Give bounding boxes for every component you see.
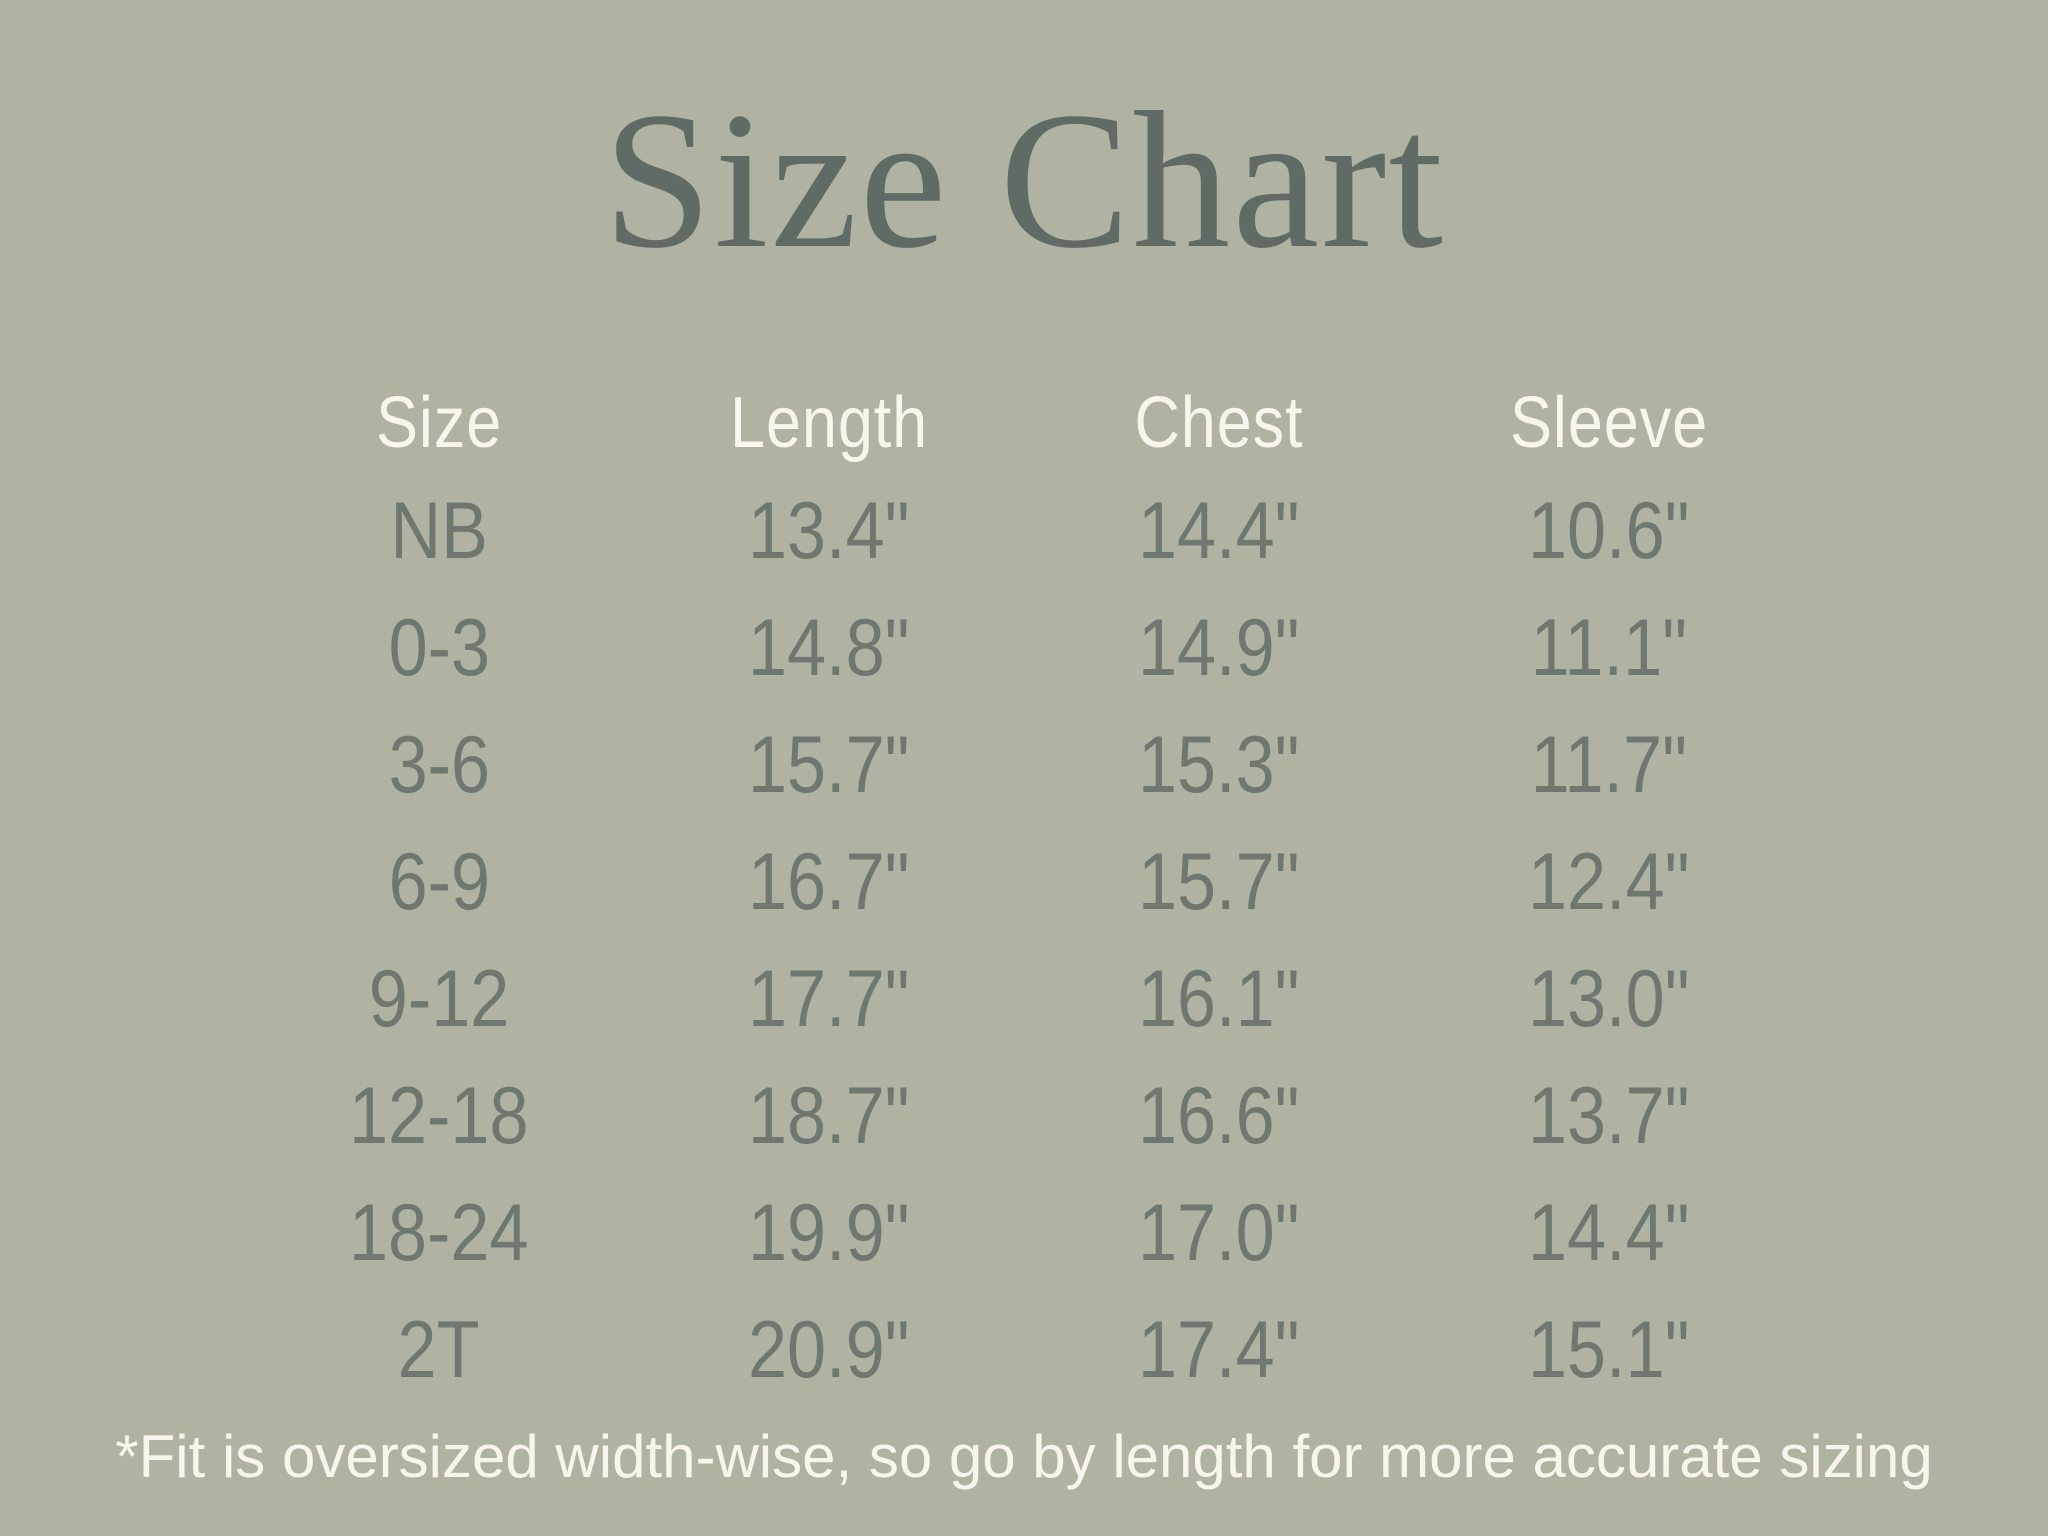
sleeve-value: 11.7" — [1530, 718, 1688, 810]
size-value: 12-18 — [349, 1069, 529, 1161]
size-table: Size Length Chest Sleeve NB 13.4" 14.4" … — [244, 372, 1804, 1408]
size-cell: 0-3 — [244, 589, 634, 706]
length-value: 13.4" — [748, 484, 910, 576]
sleeve-value: 13.0" — [1528, 952, 1690, 1044]
length-value: 17.7" — [748, 952, 910, 1044]
sleeve-cell: 13.0" — [1414, 940, 1804, 1057]
chest-value: 17.0" — [1138, 1186, 1300, 1278]
size-value: 9-12 — [368, 952, 510, 1044]
sleeve-value: 10.6" — [1528, 484, 1690, 576]
length-value: 19.9" — [748, 1186, 910, 1278]
sleeve-value: 15.1" — [1528, 1303, 1690, 1395]
sleeve-cell: 14.4" — [1414, 1174, 1804, 1291]
column-header-sleeve: Sleeve — [1414, 372, 1804, 472]
size-value: 6-9 — [388, 835, 490, 927]
size-value: NB — [390, 484, 488, 576]
length-cell: 16.7" — [634, 823, 1024, 940]
size-cell: 18-24 — [244, 1174, 634, 1291]
column-header-length: Length — [634, 372, 1024, 472]
chest-value: 16.6" — [1138, 1069, 1300, 1161]
sleeve-value: 12.4" — [1528, 835, 1690, 927]
sleeve-value: 11.1" — [1530, 601, 1688, 693]
column-header-chest: Chest — [1024, 372, 1414, 472]
length-value: 16.7" — [748, 835, 910, 927]
chest-cell: 14.9" — [1024, 589, 1414, 706]
chest-cell: 16.6" — [1024, 1057, 1414, 1174]
column-header-length-label: Length — [729, 381, 929, 463]
sleeve-value: 13.7" — [1528, 1069, 1690, 1161]
chest-cell: 15.3" — [1024, 706, 1414, 823]
chest-cell: 17.0" — [1024, 1174, 1414, 1291]
length-cell: 18.7" — [634, 1057, 1024, 1174]
length-cell: 20.9" — [634, 1291, 1024, 1408]
fit-footnote: *Fit is oversized width-wise, so go by l… — [115, 1422, 1933, 1490]
chest-cell: 17.4" — [1024, 1291, 1414, 1408]
size-value: 18-24 — [349, 1186, 529, 1278]
chest-value: 17.4" — [1138, 1303, 1300, 1395]
length-value: 20.9" — [748, 1303, 910, 1395]
chest-value: 14.9" — [1138, 601, 1300, 693]
length-value: 18.7" — [748, 1069, 910, 1161]
sleeve-value: 14.4" — [1528, 1186, 1690, 1278]
chest-value: 15.7" — [1138, 835, 1300, 927]
size-value: 0-3 — [388, 601, 490, 693]
page-title: Size Chart — [603, 72, 1445, 289]
sleeve-cell: 11.7" — [1414, 706, 1804, 823]
length-cell: 17.7" — [634, 940, 1024, 1057]
chest-cell: 14.4" — [1024, 472, 1414, 589]
size-cell: 9-12 — [244, 940, 634, 1057]
sleeve-cell: 15.1" — [1414, 1291, 1804, 1408]
column-header-chest-label: Chest — [1134, 381, 1304, 463]
column-header-size: Size — [244, 372, 634, 472]
chest-value: 14.4" — [1138, 484, 1300, 576]
sleeve-cell: 13.7" — [1414, 1057, 1804, 1174]
chest-value: 16.1" — [1138, 952, 1300, 1044]
length-value: 14.8" — [748, 601, 910, 693]
chest-value: 15.3" — [1138, 718, 1300, 810]
sleeve-cell: 11.1" — [1414, 589, 1804, 706]
length-value: 15.7" — [748, 718, 910, 810]
size-value: 2T — [398, 1303, 480, 1395]
column-header-size-label: Size — [375, 381, 503, 463]
size-cell: 12-18 — [244, 1057, 634, 1174]
length-cell: 19.9" — [634, 1174, 1024, 1291]
length-cell: 14.8" — [634, 589, 1024, 706]
size-cell: NB — [244, 472, 634, 589]
size-cell: 6-9 — [244, 823, 634, 940]
size-cell: 3-6 — [244, 706, 634, 823]
sleeve-cell: 12.4" — [1414, 823, 1804, 940]
length-cell: 13.4" — [634, 472, 1024, 589]
length-cell: 15.7" — [634, 706, 1024, 823]
size-value: 3-6 — [388, 718, 490, 810]
size-cell: 2T — [244, 1291, 634, 1408]
chest-cell: 15.7" — [1024, 823, 1414, 940]
sleeve-cell: 10.6" — [1414, 472, 1804, 589]
chest-cell: 16.1" — [1024, 940, 1414, 1057]
column-header-sleeve-label: Sleeve — [1509, 381, 1709, 463]
